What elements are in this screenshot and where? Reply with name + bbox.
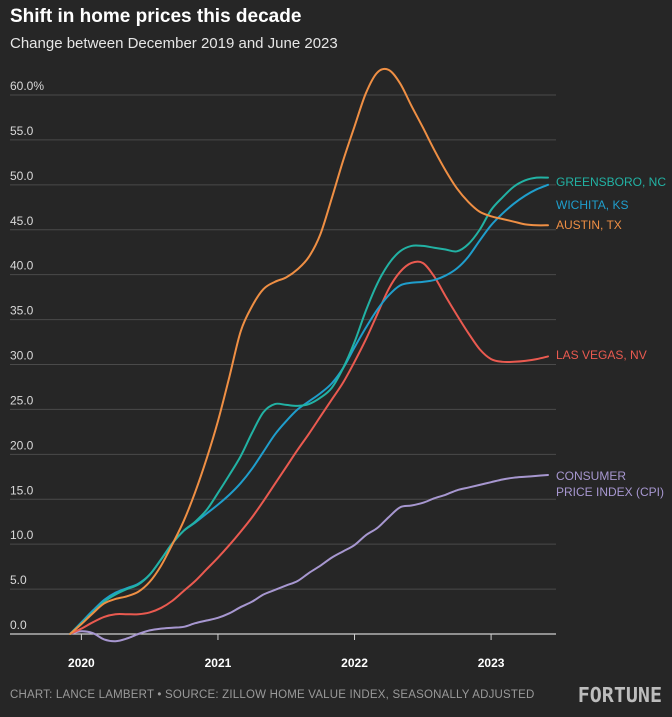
y-tick-label: 20.0 — [10, 438, 34, 452]
brand-logo: FORTUNE — [577, 683, 662, 707]
y-tick-label: 50.0 — [10, 169, 34, 183]
y-tick-label: 35.0 — [10, 304, 34, 318]
series-label-cpi: PRICE INDEX (CPI) — [556, 485, 664, 499]
series-labels: GREENSBORO, NC WICHITA, KS AUSTIN, TX LAS V… — [556, 175, 666, 499]
x-tick-label: 2022 — [341, 656, 368, 670]
y-tick-label: 55.0 — [10, 124, 34, 138]
y-tick-label: 60.0% — [10, 79, 44, 93]
series-label-austin: AUSTIN, TX — [556, 218, 622, 232]
x-tick-label: 2021 — [205, 656, 232, 670]
series-label-las-vegas: LAS VEGAS, NV — [556, 348, 647, 362]
y-axis-ticks: 0.0 5.0 10.0 15.0 20.0 25.0 30.0 35.0 40.0 45.0 50… — [10, 79, 44, 632]
series-label-wichita: WICHITA, KS — [556, 198, 628, 212]
x-tick-label: 2023 — [478, 656, 505, 670]
y-tick-label: 0.0 — [10, 618, 27, 632]
y-tick-label: 10.0 — [10, 528, 34, 542]
series-label-greensboro: GREENSBORO, NC — [556, 175, 666, 189]
series-line-austin — [69, 67, 549, 635]
source-credit: CHART: LANCE LAMBERT • SOURCE: ZILLOW HO… — [10, 689, 535, 701]
series-label-cpi: CONSUMER — [556, 469, 626, 483]
series-line-greensboro — [69, 176, 549, 635]
chart-title: Shift in home prices this decade — [10, 6, 302, 27]
x-tick-label: 2020 — [68, 656, 95, 670]
y-tick-label: 30.0 — [10, 349, 34, 363]
y-tick-label: 40.0 — [10, 259, 34, 273]
series-lines — [69, 67, 549, 643]
x-axis-ticks: 2020 2021 2022 2023 — [68, 634, 505, 670]
series-line-las-vegas — [69, 260, 549, 635]
chart-subtitle: Change between December 2019 and June 20… — [10, 35, 338, 52]
y-tick-label: 25.0 — [10, 393, 34, 407]
y-tick-label: 15.0 — [10, 483, 34, 497]
gridlines — [10, 94, 556, 635]
y-tick-label: 5.0 — [10, 573, 27, 587]
y-tick-label: 45.0 — [10, 214, 34, 228]
series-line-cpi — [69, 474, 549, 643]
